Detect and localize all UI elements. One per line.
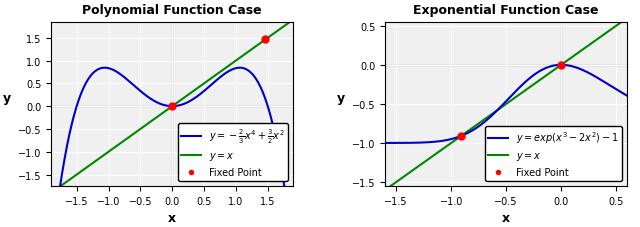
Legend: $y = -\frac{2}{3}x^4 + \frac{3}{2}x^2$, $y = x$, Fixed Point: $y = -\frac{2}{3}x^4 + \frac{3}{2}x^2$, … [178,124,289,181]
Title: Polynomial Function Case: Polynomial Function Case [83,5,262,17]
Title: Exponential Function Case: Exponential Function Case [413,5,599,17]
X-axis label: x: x [502,211,510,224]
X-axis label: x: x [168,211,176,224]
Y-axis label: y: y [3,91,11,104]
Legend: $y = exp(x^3 - 2x^2) - 1$, $y = x$, Fixed Point: $y = exp(x^3 - 2x^2) - 1$, $y = x$, Fixe… [484,126,622,181]
Y-axis label: y: y [337,91,345,104]
